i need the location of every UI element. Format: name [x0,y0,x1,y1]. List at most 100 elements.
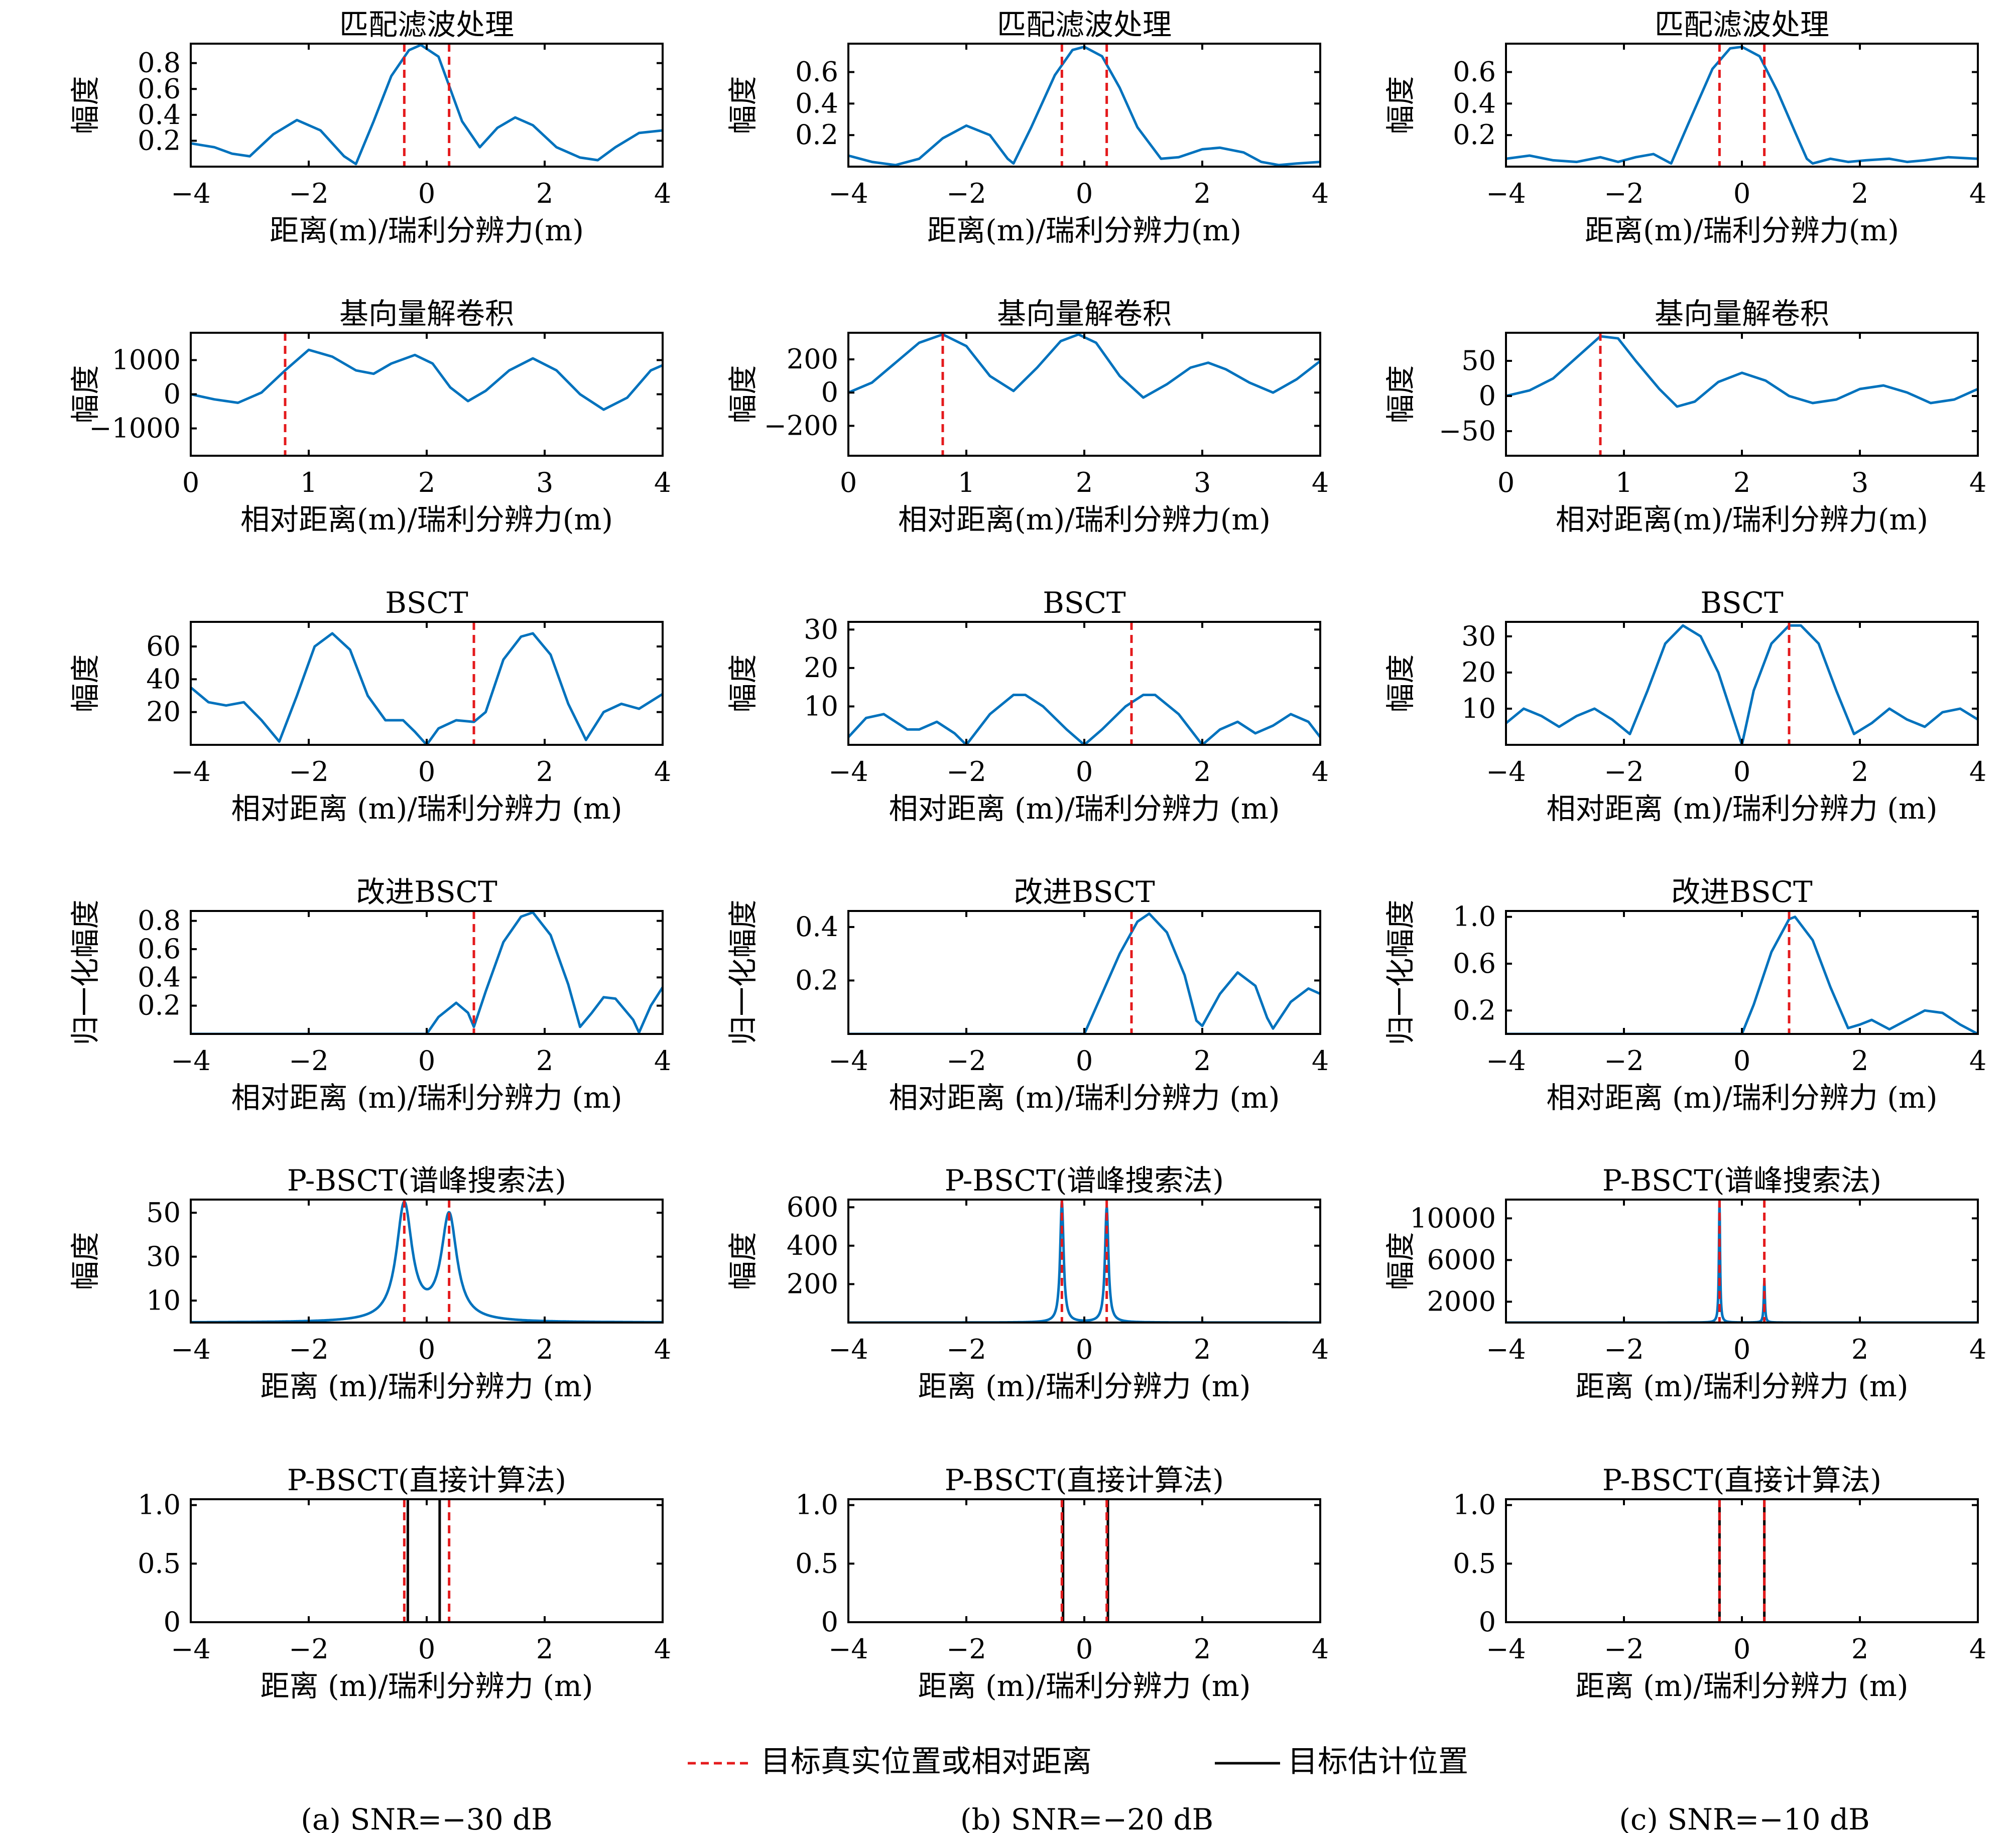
legend-est-label: 目标估计位置 [1288,1744,1468,1779]
y-tick-label: 20 [146,696,181,728]
x-tick-label: 2 [1194,756,1211,788]
plot-area [848,1200,1320,1323]
panel-4-1: P-BSCT(谱峰搜索法) 距离 (m)/瑞利分辨力 (m) 幅度 −4 −2 0 2 4 20… [726,1163,1329,1403]
x-tick-label: 2 [536,1045,553,1077]
y-tick-label: 0.4 [138,99,181,130]
y-tick-label: 1.0 [795,1489,838,1521]
y-tick-label: 0.2 [1453,119,1496,151]
x-tick-label: −2 [289,1334,329,1365]
axes-frame [1505,621,1979,746]
plot-area [1506,333,1978,456]
x-axis-label: 相对距离 (m)/瑞利分辨力 (m) [1547,1081,1938,1115]
x-tick-label: 4 [1312,1045,1329,1077]
x-tick-label: 2 [1194,178,1211,209]
x-tick-label: 0 [418,1045,435,1077]
x-tick-label: 0 [418,756,435,788]
x-tick-label: −4 [171,1633,211,1665]
y-axis-label: 幅度 [68,1232,102,1290]
x-tick-label: 2 [1194,1633,1211,1665]
x-tick-label: 4 [654,1633,671,1665]
y-axis-label: 幅度 [1383,365,1418,423]
x-tick-label: −4 [171,756,211,788]
x-tick-label: 0 [1497,467,1515,498]
axes-frame [847,332,1321,457]
x-tick-label: 0 [1076,178,1093,209]
x-tick-label: 0 [418,1334,435,1365]
y-tick-label: 1000 [112,344,181,375]
y-tick-label: 40 [146,663,181,695]
x-tick-label: 4 [654,1045,671,1077]
x-tick-label: 0 [840,467,857,498]
panel-title: P-BSCT(谱峰搜索法) [945,1163,1224,1198]
x-tick-label: −2 [946,756,986,788]
y-tick-label: 0 [1479,1606,1496,1638]
axes-frame [847,1199,1321,1324]
x-axis-label: 距离(m)/瑞利分辨力(m) [270,213,584,247]
y-tick-label: 1.0 [1453,1489,1496,1521]
plot-area [1506,44,1978,167]
x-tick-label: −2 [946,1334,986,1365]
y-tick-label: 0.2 [795,119,838,151]
y-tick-label: 0.6 [1453,56,1496,88]
x-tick-label: 0 [1076,1334,1093,1365]
plot-area [1060,1499,1109,1622]
x-tick-label: 1 [958,467,975,498]
plot-area [848,333,1320,456]
x-tick-label: 0 [418,1633,435,1665]
panel-title: 匹配滤波处理 [1655,8,1829,42]
x-tick-label: 2 [1194,1334,1211,1365]
panel-title: 改进BSCT [1014,875,1155,909]
x-tick-label: 4 [1969,756,1986,788]
x-axis-label: 相对距离 (m)/瑞利分辨力 (m) [1547,792,1938,826]
y-tick-label: 0.8 [138,905,181,937]
x-tick-label: −2 [1604,756,1644,788]
x-tick-label: 0 [1733,1334,1750,1365]
x-axis-label: 相对距离(m)/瑞利分辨力(m) [898,502,1271,537]
plot-area [1506,622,1978,745]
x-tick-label: −4 [828,178,868,209]
y-axis-label: 归一化幅度 [68,899,102,1045]
x-tick-label: 3 [1851,467,1868,498]
x-tick-label: −4 [828,756,868,788]
plot-area [848,622,1320,745]
plot-area [1506,911,1978,1034]
x-tick-label: 4 [1312,756,1329,788]
x-tick-label: 0 [1733,756,1750,788]
axes-frame [190,1498,664,1623]
axes-frame [1505,332,1979,457]
x-axis-label: 距离 (m)/瑞利分辨力 (m) [1576,1669,1909,1703]
x-tick-label: 2 [1194,1045,1211,1077]
x-axis-label: 相对距离 (m)/瑞利分辨力 (m) [889,1081,1280,1115]
y-tick-label: 0.5 [138,1547,181,1579]
y-tick-label: 0 [164,1606,181,1638]
panel-title: 改进BSCT [1671,875,1813,909]
x-axis-label: 相对距离 (m)/瑞利分辨力 (m) [231,792,622,826]
y-axis-label: 幅度 [68,654,102,712]
series-line [848,912,1320,1034]
plot-area [191,622,663,745]
x-axis-label: 距离(m)/瑞利分辨力(m) [927,213,1241,247]
y-tick-label: 50 [146,1197,181,1228]
y-tick-label: 30 [146,1241,181,1272]
panel-title: BSCT [1043,586,1126,620]
axes-frame [847,910,1321,1035]
y-tick-label: −200 [764,410,838,441]
y-tick-label: 0.4 [1453,87,1496,119]
axes-frame [190,621,664,746]
plot-area [1718,1499,1766,1622]
y-tick-label: 20 [804,652,838,684]
y-tick-label: 0 [821,1606,838,1638]
y-tick-label: 600 [787,1191,838,1223]
y-tick-label: 0.5 [795,1547,838,1579]
x-tick-label: −4 [828,1633,868,1665]
y-tick-label: 50 [1461,345,1496,376]
x-axis-label: 相对距离(m)/瑞利分辨力(m) [240,502,613,537]
y-tick-label: 10000 [1410,1202,1496,1234]
y-axis-label: 幅度 [68,365,102,423]
y-tick-label: 0.6 [795,56,838,88]
